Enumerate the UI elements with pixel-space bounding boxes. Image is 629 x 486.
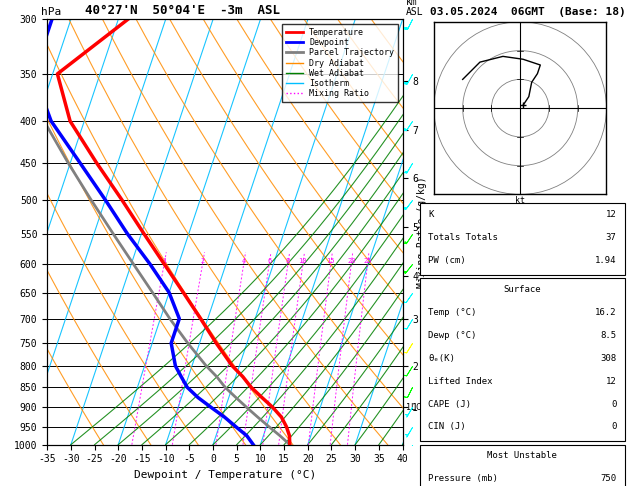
Text: 1LCL: 1LCL [406, 403, 426, 412]
Text: CAPE (J): CAPE (J) [428, 399, 471, 409]
Text: Dewp (°C): Dewp (°C) [428, 331, 477, 340]
Text: CIN (J): CIN (J) [428, 422, 466, 432]
Text: 40°27'N  50°04'E  -3m  ASL: 40°27'N 50°04'E -3m ASL [85, 4, 280, 17]
Bar [420, 445, 625, 486]
Text: 8: 8 [286, 258, 290, 264]
Legend: Temperature, Dewpoint, Parcel Trajectory, Dry Adiabat, Wet Adiabat, Isotherm, Mi: Temperature, Dewpoint, Parcel Trajectory… [282, 24, 398, 103]
Text: 12: 12 [606, 377, 616, 385]
Bar [420, 278, 625, 441]
Text: 1: 1 [162, 258, 166, 264]
Text: 750: 750 [600, 474, 616, 484]
Text: Pressure (mb): Pressure (mb) [428, 474, 498, 484]
Text: K: K [428, 210, 434, 219]
Text: PW (cm): PW (cm) [428, 256, 466, 265]
Text: Surface: Surface [504, 285, 541, 294]
Text: Mixing Ratio (g/kg): Mixing Ratio (g/kg) [417, 176, 427, 288]
Text: 4: 4 [242, 258, 246, 264]
Text: Lifted Index: Lifted Index [428, 377, 493, 385]
Text: 6: 6 [267, 258, 271, 264]
Text: km
ASL: km ASL [406, 0, 423, 17]
Bar [420, 203, 625, 275]
X-axis label: Dewpoint / Temperature (°C): Dewpoint / Temperature (°C) [134, 470, 316, 480]
Text: 0: 0 [611, 399, 616, 409]
Text: Totals Totals: Totals Totals [428, 233, 498, 242]
Text: 8.5: 8.5 [600, 331, 616, 340]
Text: 25: 25 [363, 258, 372, 264]
Text: 12: 12 [606, 210, 616, 219]
Text: hPa: hPa [41, 7, 61, 17]
Text: 10: 10 [299, 258, 307, 264]
Text: Temp (°C): Temp (°C) [428, 308, 477, 317]
Text: 0: 0 [611, 422, 616, 432]
X-axis label: kt: kt [515, 196, 525, 205]
Text: 2: 2 [201, 258, 204, 264]
Text: 16.2: 16.2 [595, 308, 616, 317]
Text: 308: 308 [600, 354, 616, 363]
Text: θₑ(K): θₑ(K) [428, 354, 455, 363]
Text: 37: 37 [606, 233, 616, 242]
Text: 20: 20 [347, 258, 355, 264]
Text: 15: 15 [326, 258, 335, 264]
Text: Most Unstable: Most Unstable [487, 451, 557, 461]
Text: 03.05.2024  06GMT  (Base: 18): 03.05.2024 06GMT (Base: 18) [430, 7, 626, 17]
Text: 1.94: 1.94 [595, 256, 616, 265]
